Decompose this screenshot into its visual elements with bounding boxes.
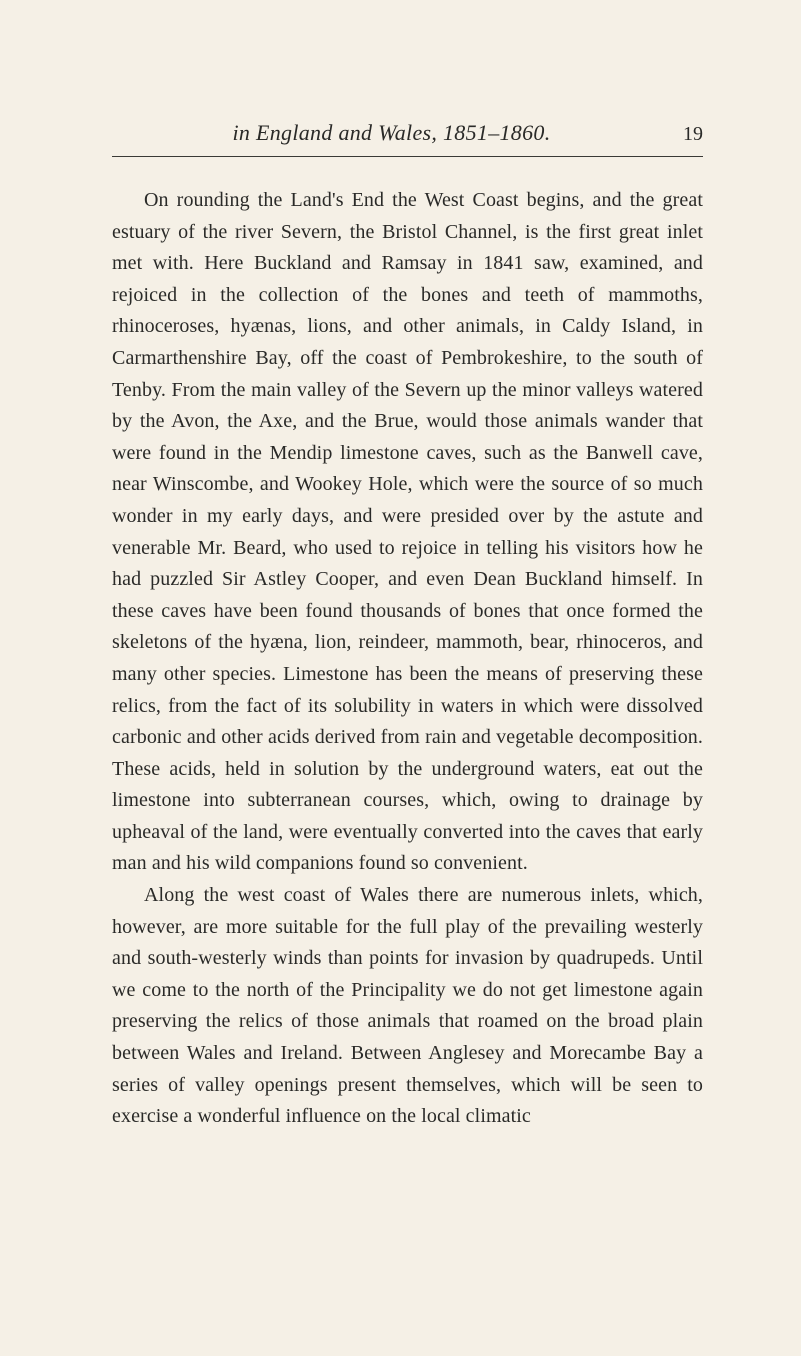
body-text: On rounding the Land's End the West Coas… bbox=[112, 185, 703, 1133]
running-title: in England and Wales, 1851–1860. bbox=[112, 120, 671, 146]
page-header: in England and Wales, 1851–1860. 19 bbox=[112, 120, 703, 146]
paragraph: On rounding the Land's End the West Coas… bbox=[112, 185, 703, 880]
paragraph: Along the west coast of Wales there are … bbox=[112, 880, 703, 1133]
page-number: 19 bbox=[671, 123, 703, 146]
header-rule bbox=[112, 156, 703, 157]
page-container: in England and Wales, 1851–1860. 19 On r… bbox=[0, 0, 801, 1213]
